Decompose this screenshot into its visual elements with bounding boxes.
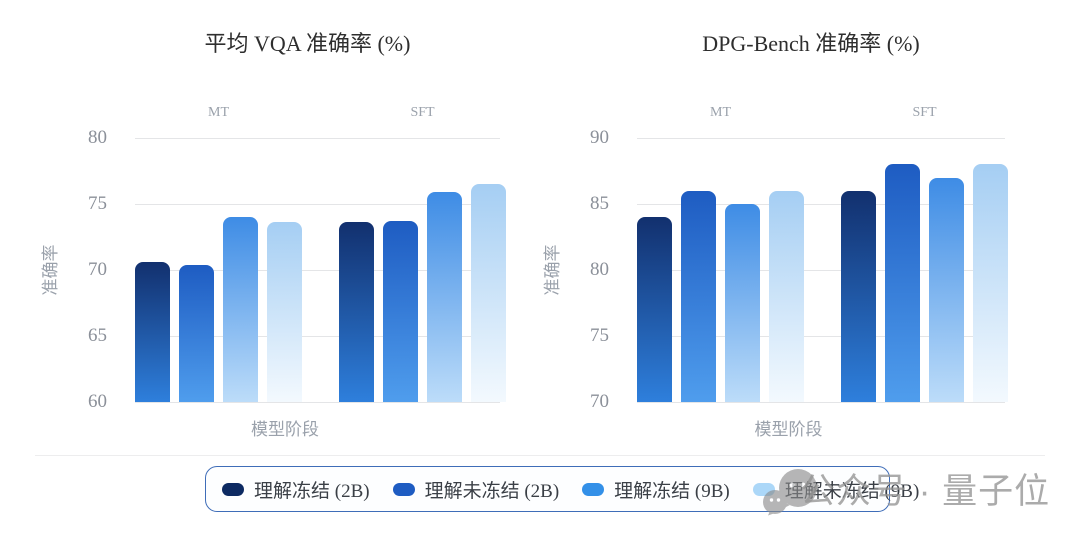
legend-swatch-icon [392,482,415,496]
y-tick-label: 90 [590,127,609,148]
y-tick-label: 70 [88,259,107,280]
bar-mt-series3 [725,204,760,402]
legend-item-label: 理解冻结 (2B) [254,480,370,502]
bar-sft-series4 [471,184,506,402]
legend-item-label: 理解冻结 (9B) [614,480,730,502]
y-tick-label: 75 [590,325,609,346]
gridline [135,204,500,205]
y-tick-label: 65 [88,325,107,346]
bar-sft-series2 [383,221,418,402]
gridline [637,138,1005,139]
legend-swatch-icon [582,482,605,496]
bar-mt-series4 [769,190,804,402]
footer-divider [35,455,1045,456]
legend-item-unfrozen-9b[interactable]: 理解未冻结 (9B) [752,476,920,503]
legend-item-label: 理解未冻结 (2B) [424,480,560,502]
bar-sft-series3 [427,192,462,402]
legend-swatch-icon [222,482,244,496]
bar-mt-series3 [223,217,258,402]
bar-sft-series2 [885,164,920,402]
bar-mt-series2 [179,264,214,402]
y-tick-label: 80 [590,259,609,280]
legend-item-unfrozen-2b[interactable]: 理解未冻结 (2B) [392,476,560,503]
bar-sft-series1 [339,222,374,402]
gridline [135,270,500,271]
bar-sft-series1 [841,190,876,402]
vqa-accuracy-chart: 平均 VQA 准确率 (%) 准确率 模型阶段 60 65 70 75 80 MT SFT [0,0,540,455]
category-label: MT [710,105,731,120]
gridline [135,402,500,403]
chart-title: DPG-Bench 准确率 (%) [702,31,920,56]
bar-mt-series4 [267,222,302,402]
y-tick-label: 70 [590,391,609,412]
bar-mt-series1 [135,262,170,402]
category-label: SFT [410,105,435,120]
chart-title: 平均 VQA 准确率 (%) [204,31,411,56]
dpg-bench-accuracy-chart: DPG-Bench 准确率 (%) 准确率 模型阶段 70 75 80 85 90 MT S… [540,0,1080,455]
plot-area [135,138,506,403]
y-tick-label: 85 [590,193,609,214]
bar-sft-series3 [929,177,964,402]
plot-area [637,138,1008,403]
gridline [637,336,1005,337]
y-tick-label: 80 [88,127,107,148]
gridline [135,138,500,139]
chart-legend: 理解冻结 (2B) 理解未冻结 (2B) 理解冻结 (9B) 理解未冻结 (9B… [205,466,919,512]
legend-item-frozen-9b[interactable]: 理解冻结 (9B) [582,476,730,503]
gridline [637,270,1005,271]
legend-item-label: 理解未冻结 (9B) [784,480,920,502]
gridline [637,402,1005,403]
legend-swatch-icon [752,482,775,496]
bar-mt-series1 [637,217,672,402]
category-label: SFT [912,105,937,120]
x-axis-title: 模型阶段 [251,420,319,439]
category-label: MT [208,105,229,120]
legend-item-frozen-2b[interactable]: 理解冻结 (2B) [222,476,370,503]
gridline [135,336,500,337]
bar-mt-series2 [681,190,716,402]
y-tick-label: 60 [88,391,107,412]
x-axis-title: 模型阶段 [754,420,823,439]
gridline [637,204,1005,205]
bar-sft-series4 [973,164,1008,402]
y-tick-label: 75 [88,193,107,214]
